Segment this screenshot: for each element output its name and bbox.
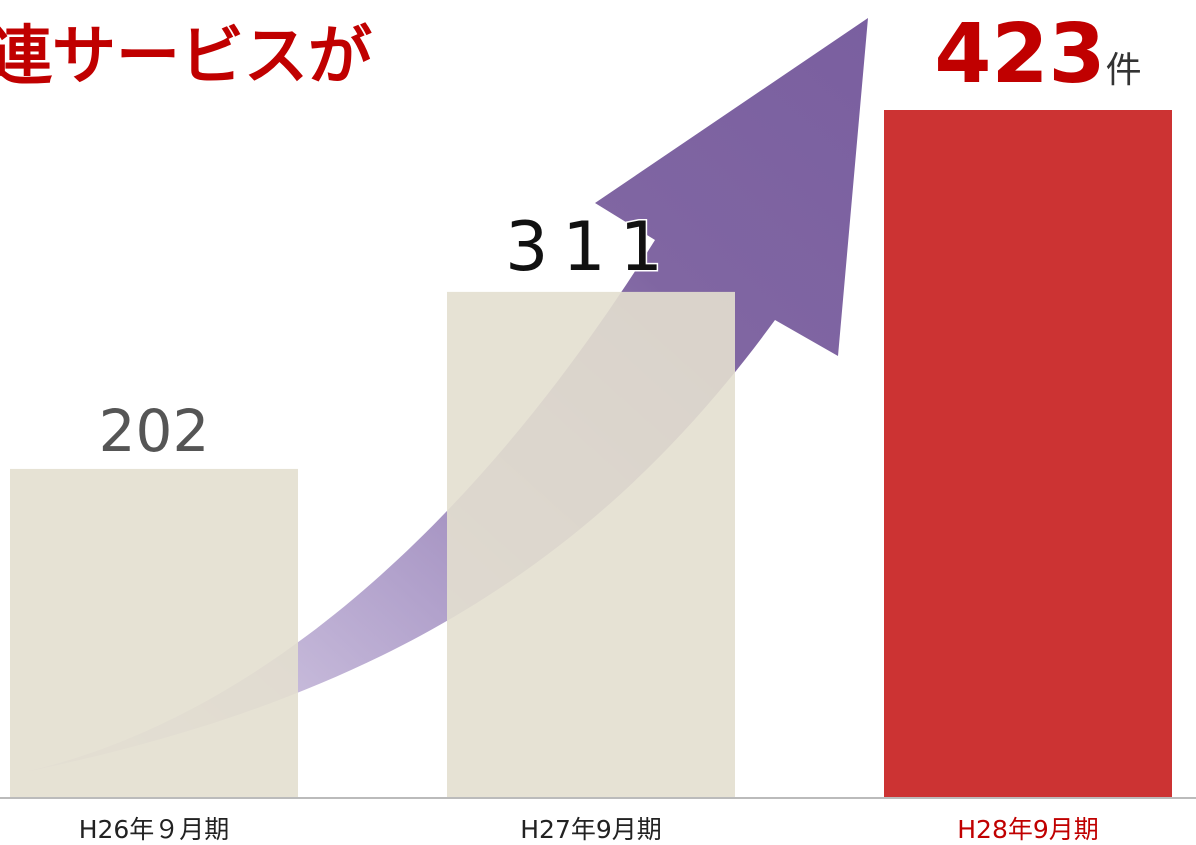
- value-number: 423: [934, 7, 1105, 102]
- x-tick-label: H26年９月期: [79, 815, 230, 844]
- x-tick-label: H27年9月期: [520, 815, 662, 844]
- bar: [884, 110, 1172, 797]
- value-unit: 件: [1106, 50, 1142, 91]
- value-label: 423件: [934, 7, 1141, 102]
- growth-arrow: [20, 18, 868, 773]
- value-label: 311: [505, 208, 677, 287]
- bar: [10, 468, 298, 797]
- x-tick-label: H28年9月期: [957, 815, 1099, 844]
- chart-title: 連サービスが: [0, 20, 372, 94]
- bar: [447, 291, 735, 797]
- value-label: 202: [99, 397, 210, 465]
